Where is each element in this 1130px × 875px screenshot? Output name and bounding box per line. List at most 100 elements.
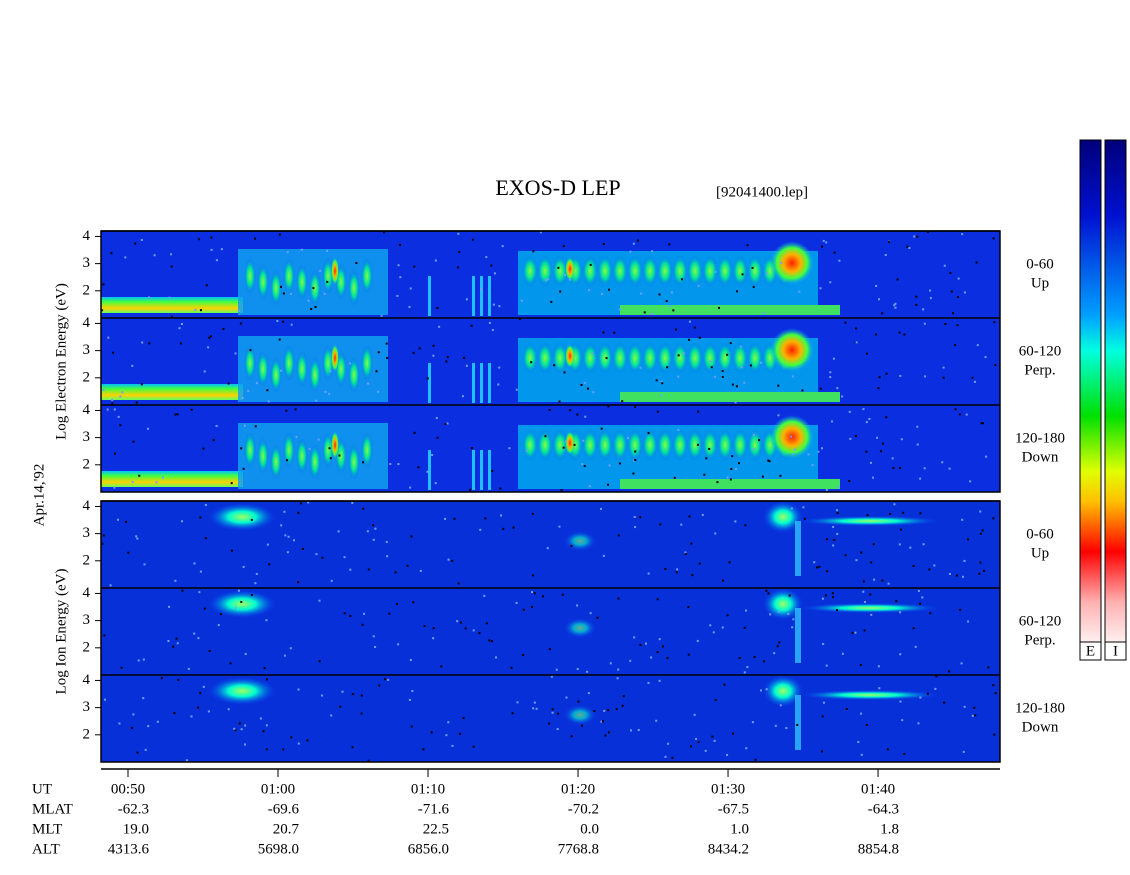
speckle <box>903 752 906 755</box>
speckle <box>777 414 780 417</box>
speckle <box>919 602 922 605</box>
speckle <box>927 231 930 234</box>
ephemeris-name: ALT <box>32 841 60 857</box>
speckle <box>101 542 104 545</box>
speckle <box>878 687 881 690</box>
speckle <box>603 709 606 712</box>
speckle <box>634 405 637 408</box>
speckle <box>979 510 982 513</box>
speckle <box>831 420 834 423</box>
spectrum-blob <box>747 342 763 374</box>
y-tick-label: 4 <box>83 498 91 514</box>
speckle <box>434 482 437 485</box>
speckle <box>360 712 363 715</box>
speckle <box>951 312 954 315</box>
speckle <box>493 272 496 275</box>
speckle <box>170 315 173 318</box>
date-label: Apr.14,'92 <box>31 464 47 527</box>
speckle <box>259 717 262 720</box>
speckle <box>318 660 321 663</box>
speckle <box>833 251 836 254</box>
speckle <box>463 356 466 359</box>
speckle <box>589 263 592 266</box>
speckle <box>978 572 981 575</box>
speckle <box>893 304 896 307</box>
speckle <box>740 366 743 369</box>
speckle <box>831 596 834 599</box>
speckle <box>965 413 968 416</box>
speckle <box>743 381 746 384</box>
speckle <box>324 390 327 393</box>
speckle <box>314 305 317 308</box>
speckle <box>819 287 822 290</box>
speckle <box>168 296 171 299</box>
speckle <box>580 724 583 727</box>
spectrogram-background <box>101 501 1000 762</box>
speckle <box>444 423 447 426</box>
speckle <box>690 542 693 545</box>
speckle <box>207 346 210 349</box>
speckle <box>447 558 450 561</box>
speckle <box>374 527 377 530</box>
speckle <box>488 322 491 325</box>
speckle <box>581 463 584 466</box>
speckle <box>557 712 560 715</box>
speckle <box>916 235 919 238</box>
speckle <box>451 744 454 747</box>
speckle <box>198 238 201 241</box>
spectrum-blob <box>270 444 282 480</box>
speckle <box>894 302 897 305</box>
speckle <box>829 281 832 284</box>
spectrum-blob <box>627 342 643 374</box>
speckle <box>124 520 127 523</box>
speckle <box>564 440 567 443</box>
speckle <box>262 730 265 733</box>
speckle <box>684 551 687 554</box>
speckle <box>607 709 610 712</box>
speckle <box>280 524 283 527</box>
speckle <box>664 755 667 758</box>
speckle <box>609 662 612 665</box>
speckle <box>472 745 475 748</box>
speckle <box>617 597 620 600</box>
speckle <box>583 381 586 384</box>
speckle <box>268 563 271 566</box>
spectrum-blob <box>770 328 814 372</box>
x-tick-label: 00:50 <box>111 781 145 797</box>
speckle <box>639 366 642 369</box>
speckle <box>668 305 671 308</box>
speckle <box>922 543 925 546</box>
speckle <box>457 582 460 585</box>
speckle <box>983 569 986 572</box>
speckle <box>583 464 586 467</box>
speckle <box>547 278 550 281</box>
spectrum-streak <box>428 363 431 403</box>
x-tick-label: 01:40 <box>861 781 895 797</box>
y-tick-label: 2 <box>83 552 91 568</box>
speckle <box>971 376 974 379</box>
spectrum-blob <box>687 255 703 287</box>
speckle <box>321 556 324 559</box>
speckle <box>531 574 534 577</box>
speckle <box>131 364 134 367</box>
speckle <box>207 710 210 713</box>
speckle <box>741 273 744 276</box>
pitch-angle-label: 0-60 <box>1026 526 1054 542</box>
speckle <box>180 520 183 523</box>
spectrum-blob <box>763 675 803 707</box>
speckle <box>975 261 978 264</box>
speckle <box>617 534 620 537</box>
speckle <box>981 529 984 532</box>
speckle <box>387 678 390 681</box>
speckle <box>696 443 699 446</box>
speckle <box>836 387 839 390</box>
chart-title: EXOS-D LEP <box>495 175 620 200</box>
speckle <box>141 341 144 344</box>
speckle <box>447 721 450 724</box>
spectrum-blob <box>763 501 803 533</box>
speckle <box>362 461 365 464</box>
speckle <box>650 656 653 659</box>
speckle <box>351 746 354 749</box>
speckle <box>478 631 481 634</box>
speckle <box>531 606 534 609</box>
